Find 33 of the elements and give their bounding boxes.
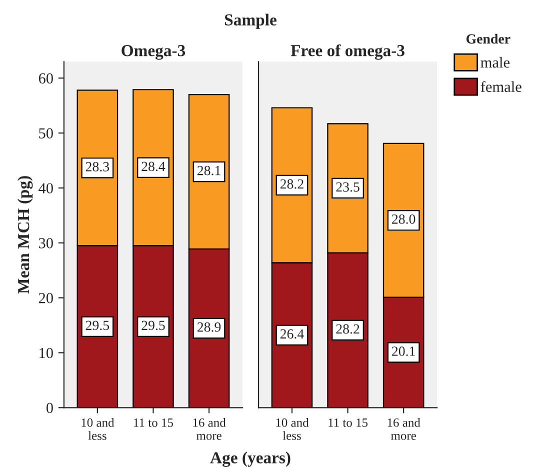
x-tick-label: 10 and less [82,418,114,440]
y-tick-label: 10 [40,348,53,358]
y-tick-label: 40 [38,183,53,194]
data-label: 28.1 [197,166,220,176]
data-label: 28.3 [86,162,110,172]
data-label: 28.2 [336,324,360,334]
data-label: 20.1 [392,346,415,356]
x-tick-label: 11 to 15 [328,418,368,427]
y-tick-label: 50 [39,128,53,138]
text: Sample [225,14,276,29]
data-label: 23.5 [336,182,360,192]
data-label: 26.4 [280,329,304,339]
data-label: 29.5 [142,320,165,330]
legend-label: female [480,81,522,92]
y-tick-label: 20 [38,292,53,304]
x-tick-label: 16 and more [193,418,226,440]
y-tick-label: 0 [46,402,53,414]
data-label: 28.2 [280,179,304,189]
x-tick-label: 10 and less [276,418,309,440]
y-axis-title: Mean MCH (pg) [17,176,33,294]
data-label: 28.9 [197,322,221,332]
chart-title: Free of omega-3 [290,44,404,60]
data-label: 28.0 [392,214,416,224]
x-axis-title: Age (years) [210,452,290,467]
data-label: 29.5 [86,320,110,330]
x-tick-label: 16 and more [388,418,420,440]
y-tick-label: 30 [38,238,53,248]
chart-title: Omega-3 [122,45,186,60]
y-tick-label: 60 [38,73,53,84]
legend-title: Gender [466,34,510,44]
x-tick-label: 11 to 15 [134,418,173,427]
legend-label: male [480,56,510,68]
data-label: 28.4 [142,162,166,172]
